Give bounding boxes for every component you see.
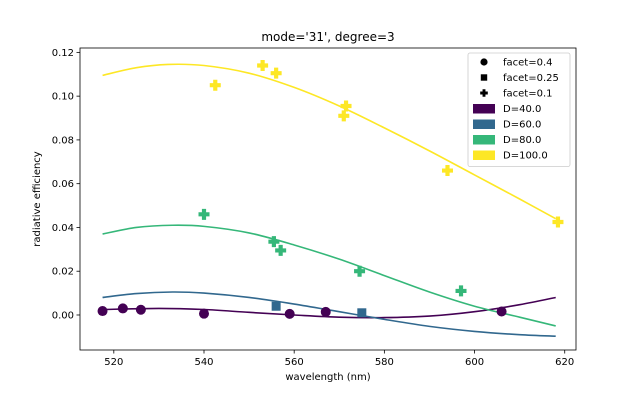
axes: 520 540 560 580 600 620 0.00 0.02 0.04 0.06 0.08 0.… (52, 48, 575, 368)
legend-label-facet-0-4: facet=0.4 (503, 58, 553, 69)
legend-marker-facet-0-1 (480, 89, 488, 97)
y-tick-label-5: 0.10 (52, 92, 74, 103)
data-point-d-60-0-0 (271, 301, 281, 311)
chart-title: mode='31', degree=3 (261, 30, 394, 44)
data-point-d-40-0-0 (97, 306, 108, 317)
data-point-d-40-0-3 (199, 308, 209, 319)
plot-area (97, 60, 564, 338)
x-tick-label-620: 620 (555, 357, 574, 368)
data-point-d-100-0-0 (209, 79, 221, 91)
legend-label-d-40-0: D=40.0 (503, 104, 541, 115)
legend-swatch-d-80-0 (473, 135, 495, 145)
legend-label-facet-0-25: facet=0.25 (503, 73, 559, 84)
x-tick-label-560: 560 (285, 357, 304, 368)
legend-label-facet-0-1: facet=0.1 (503, 89, 553, 100)
data-point-d-80-0-2 (275, 244, 287, 256)
y-tick-label-2: 0.04 (52, 223, 74, 234)
x-axis-label: wavelength (nm) (285, 372, 370, 383)
y-axis-label: radiative efficiency (32, 151, 43, 247)
y-tick-label-0: 0.00 (52, 310, 74, 321)
data-point-d-80-0-0 (198, 208, 210, 220)
legend: facet=0.4 facet=0.25 facet=0.1 D=40.0 D=60.0… (467, 52, 571, 167)
legend-swatch-d-100-0 (473, 150, 495, 160)
legend-label-d-80-0: D=80.0 (503, 135, 541, 146)
data-point-d-100-0-4 (340, 100, 352, 112)
data-point-d-80-0-1 (268, 236, 280, 248)
y-tick-label-6: 0.12 (52, 48, 74, 59)
legend-swatch-d-40-0 (473, 104, 495, 114)
data-point-d-100-0-2 (270, 67, 282, 79)
fit-line-d-100-0 (102, 63, 557, 220)
data-point-d-40-0-2 (135, 304, 146, 315)
legend-marker-facet-0-4 (480, 58, 488, 66)
data-point-d-40-0-6 (496, 306, 507, 317)
data-point-d-80-0-3 (354, 265, 366, 277)
y-tick-label-4: 0.08 (52, 135, 74, 146)
legend-swatch-d-60-0 (473, 119, 495, 129)
legend-label-d-100-0: D=100.0 (503, 151, 548, 162)
fit-line-d-80-0 (102, 224, 556, 327)
data-point-d-80-0-4 (455, 285, 467, 297)
data-point-d-100-0-1 (257, 60, 269, 72)
fit-line-d-60-0 (102, 291, 556, 338)
x-tick-label-520: 520 (104, 357, 123, 368)
data-point-d-40-0-5 (320, 306, 331, 317)
x-tick-label-580: 580 (375, 357, 394, 368)
data-point-d-100-0-6 (552, 216, 564, 228)
legend-label-d-60-0: D=60.0 (503, 120, 541, 131)
legend-marker-facet-0-25 (480, 74, 488, 81)
data-point-d-60-0-1 (357, 308, 367, 318)
x-tick-label-540: 540 (194, 357, 213, 368)
data-point-d-40-0-4 (284, 308, 295, 319)
x-tick-label-600: 600 (465, 357, 484, 368)
y-tick-label-3: 0.06 (52, 179, 74, 190)
data-point-d-100-0-3 (338, 110, 350, 122)
y-tick-label-1: 0.02 (52, 267, 74, 278)
data-point-d-40-0-1 (117, 303, 128, 314)
data-point-d-100-0-5 (441, 165, 453, 177)
plot-frame (79, 47, 577, 351)
